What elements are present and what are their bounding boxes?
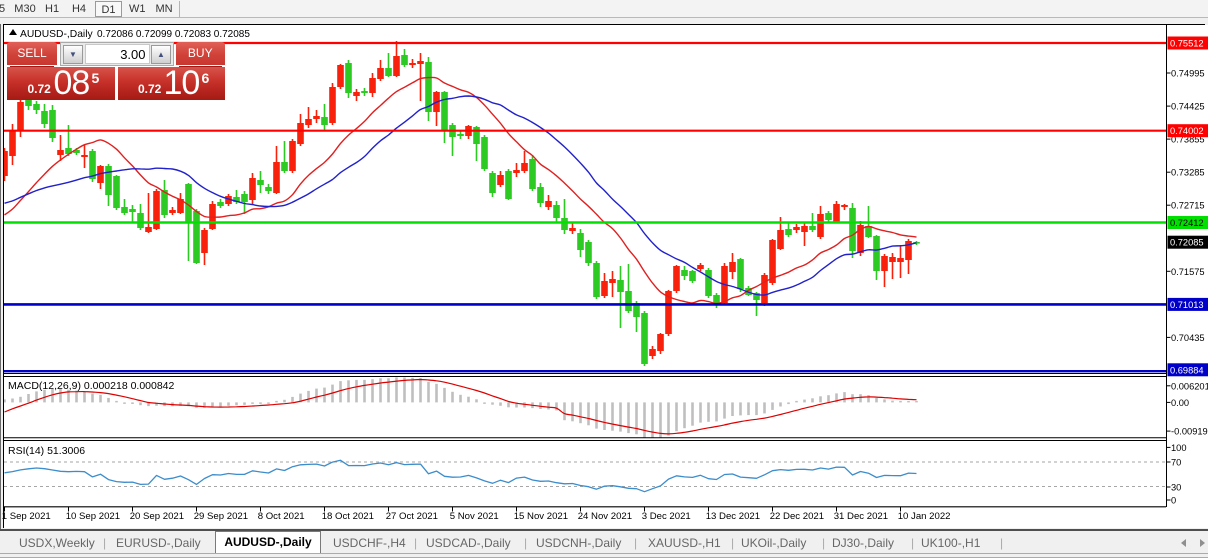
svg-text:3 Dec 2021: 3 Dec 2021 xyxy=(642,511,691,522)
svg-text:27 Oct 2021: 27 Oct 2021 xyxy=(386,511,438,522)
svg-text:MACD(12,26,9) 0.000218 0.00084: MACD(12,26,9) 0.000218 0.000842 xyxy=(8,380,175,392)
svg-text:0.72412: 0.72412 xyxy=(1170,218,1204,228)
svg-text:0.72085: 0.72085 xyxy=(1170,238,1204,248)
svg-text:70: 70 xyxy=(1171,458,1181,468)
svg-text:AUDUSD-,Daily: AUDUSD-,Daily xyxy=(20,29,94,40)
svg-text:-0.009197: -0.009197 xyxy=(1171,427,1208,437)
svg-text:0.72086 0.72099 0.72083 0.7208: 0.72086 0.72099 0.72083 0.72085 xyxy=(97,29,250,40)
svg-text:0.70435: 0.70435 xyxy=(1171,333,1205,343)
svg-text:0.71575: 0.71575 xyxy=(1171,267,1205,277)
svg-text:22 Dec 2021: 22 Dec 2021 xyxy=(770,511,824,522)
svg-text:20 Sep 2021: 20 Sep 2021 xyxy=(130,511,184,522)
svg-text:0.71013: 0.71013 xyxy=(1170,300,1204,310)
svg-text:10 Sep 2021: 10 Sep 2021 xyxy=(66,511,120,522)
svg-text:RSI(14) 51.3006: RSI(14) 51.3006 xyxy=(8,445,85,457)
svg-text:8 Oct 2021: 8 Oct 2021 xyxy=(258,511,305,522)
svg-text:0.74002: 0.74002 xyxy=(1170,126,1204,136)
svg-text:0.75512: 0.75512 xyxy=(1170,39,1204,49)
svg-text:0.72715: 0.72715 xyxy=(1171,201,1205,211)
svg-text:0.006201: 0.006201 xyxy=(1171,381,1208,391)
svg-text:0.74425: 0.74425 xyxy=(1171,102,1205,112)
svg-text:0.73855: 0.73855 xyxy=(1171,135,1205,145)
svg-text:24 Nov 2021: 24 Nov 2021 xyxy=(578,511,632,522)
svg-text:5 Nov 2021: 5 Nov 2021 xyxy=(450,511,499,522)
svg-text:15 Nov 2021: 15 Nov 2021 xyxy=(514,511,568,522)
svg-text:30: 30 xyxy=(1171,483,1181,493)
svg-text:100: 100 xyxy=(1171,443,1187,453)
svg-text:18 Oct 2021: 18 Oct 2021 xyxy=(322,511,374,522)
svg-text:29 Sep 2021: 29 Sep 2021 xyxy=(194,511,248,522)
svg-text:1 Sep 2021: 1 Sep 2021 xyxy=(2,511,51,522)
svg-text:10 Jan 2022: 10 Jan 2022 xyxy=(898,511,951,522)
svg-text:0: 0 xyxy=(1171,496,1176,506)
svg-text:31 Dec 2021: 31 Dec 2021 xyxy=(834,511,888,522)
svg-text:0.00: 0.00 xyxy=(1171,398,1189,408)
svg-text:0.74995: 0.74995 xyxy=(1171,69,1205,79)
svg-text:0.73285: 0.73285 xyxy=(1171,168,1205,178)
svg-text:13 Dec 2021: 13 Dec 2021 xyxy=(706,511,760,522)
svg-text:0.69884: 0.69884 xyxy=(1170,365,1204,375)
